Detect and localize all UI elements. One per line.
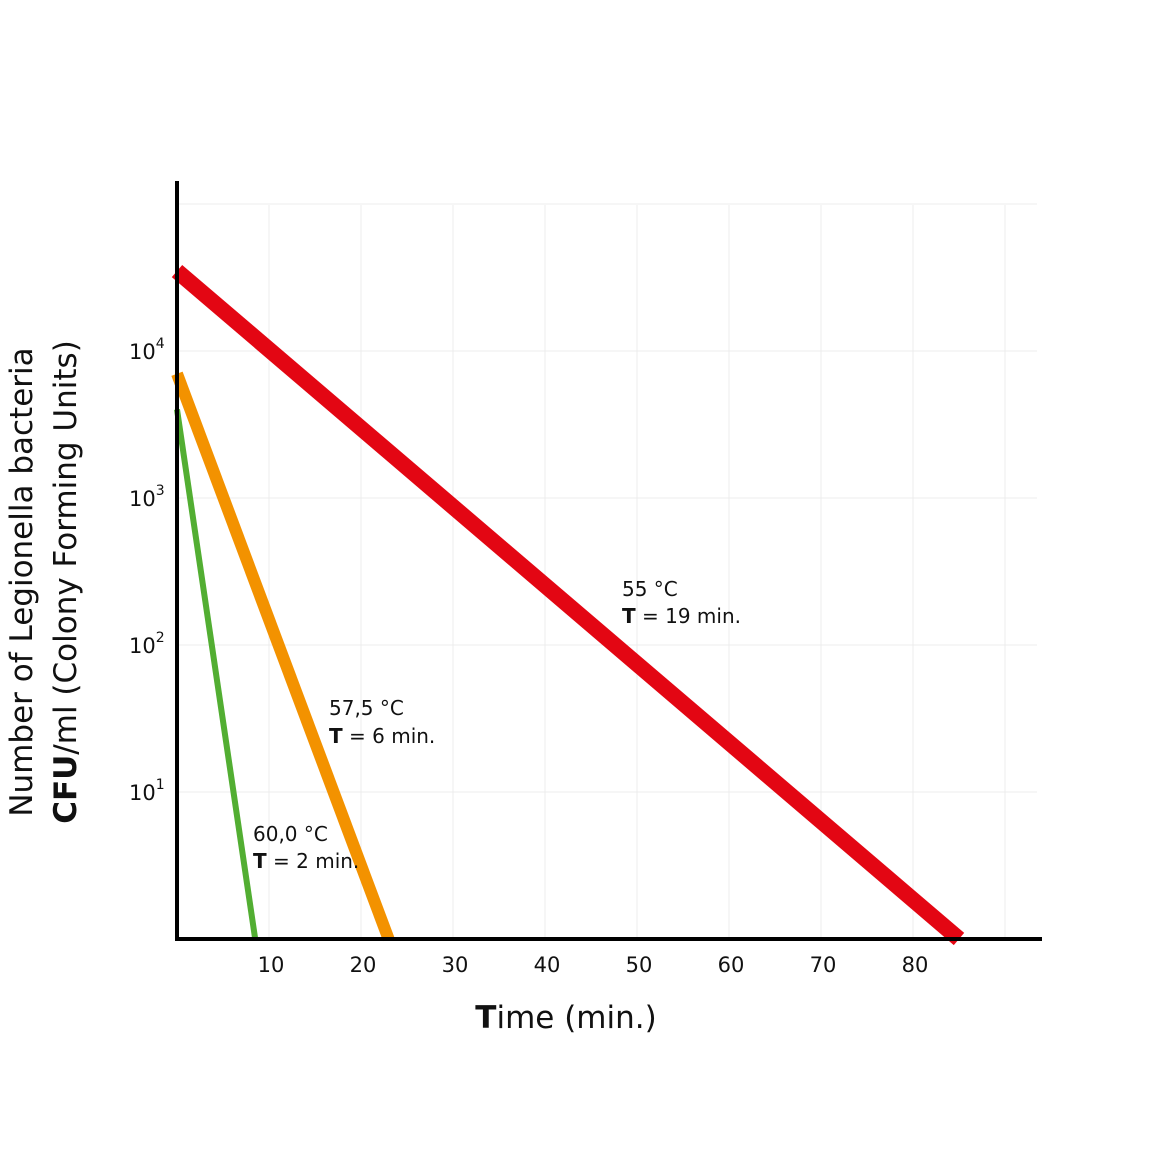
x-tick-label: 60	[718, 953, 745, 977]
series-line-1	[171, 371, 395, 942]
x-axis-title: Time (min.)	[475, 1000, 656, 1036]
y-tick-label: 103	[129, 483, 165, 511]
x-tick-label: 70	[810, 953, 837, 977]
x-tick-label: 50	[626, 953, 653, 977]
annotation-60-temp: 60,0 °C	[253, 822, 328, 846]
y-axis-title-line1: Number of Legionella bacteria	[4, 347, 40, 816]
annotation-57-5-temp: 57,5 °C	[329, 696, 404, 720]
y-axis-title: Number of Legionella bacteria CFU/ml (Co…	[4, 340, 84, 824]
y-tick-label: 101	[129, 777, 165, 805]
y-tick-label: 102	[129, 630, 165, 658]
x-tick-label: 30	[442, 953, 469, 977]
annotation-55-time: T = 19 min.	[622, 604, 741, 628]
annotation-55: 55 °C T = 19 min.	[622, 577, 741, 628]
annotation-60-time: T = 2 min.	[253, 849, 359, 873]
series-group	[171, 264, 965, 946]
x-tick-label: 10	[258, 953, 285, 977]
annotation-60: 60,0 °C T = 2 min.	[253, 822, 359, 873]
y-tick-label: 104	[129, 336, 165, 364]
annotation-57-5-time: T = 6 min.	[329, 724, 435, 748]
x-tick-label: 40	[534, 953, 561, 977]
series-line-0	[171, 264, 965, 946]
x-tick-label: 20	[350, 953, 377, 977]
annotation-55-temp: 55 °C	[622, 577, 678, 601]
y-axis-title-line2: CFU/ml (Colony Forming Units)	[48, 340, 84, 824]
x-tick-labels: 10 20 30 40 50 60 70 80	[258, 953, 929, 977]
annotation-57-5: 57,5 °C T = 6 min.	[329, 696, 435, 748]
y-tick-labels: 101 102 103 104	[129, 336, 165, 805]
series-line-2	[174, 409, 259, 940]
grid	[177, 203, 1037, 939]
x-tick-label: 80	[902, 953, 929, 977]
